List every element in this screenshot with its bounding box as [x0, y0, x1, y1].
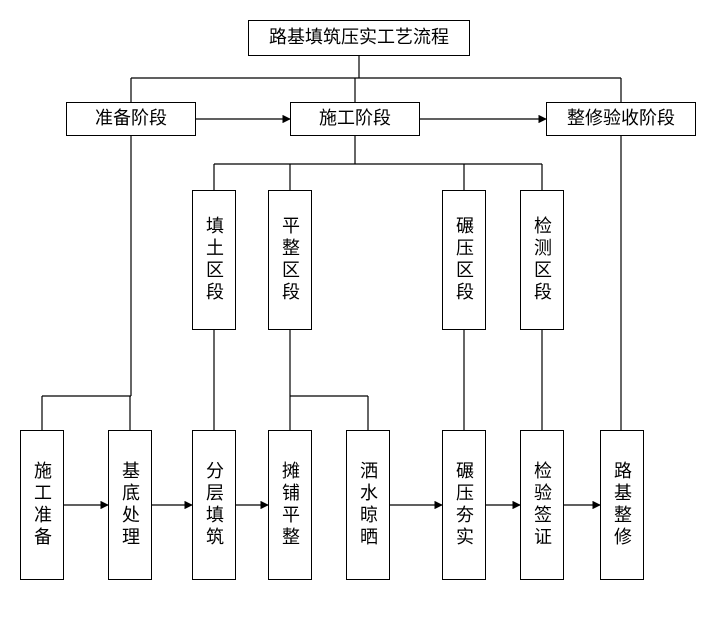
p3-node: 分层填筑: [192, 430, 236, 580]
p1-node: 施工准备: [20, 430, 64, 580]
p5-label: 洒水晾晒: [355, 461, 381, 549]
seg3-node: 碾压区段: [442, 190, 486, 330]
seg3-label: 碾压区段: [451, 216, 477, 304]
p4-node: 摊铺平整: [268, 430, 312, 580]
seg4-label: 检测区段: [529, 216, 555, 304]
p7-node: 检验签证: [520, 430, 564, 580]
p2-node: 基底处理: [108, 430, 152, 580]
stage2-label: 施工阶段: [319, 107, 391, 130]
p5-node: 洒水晾晒: [346, 430, 390, 580]
p6-label: 碾压夯实: [451, 461, 477, 549]
seg4-node: 检测区段: [520, 190, 564, 330]
seg1-node: 填土区段: [192, 190, 236, 330]
p6-node: 碾压夯实: [442, 430, 486, 580]
p1-label: 施工准备: [29, 461, 55, 549]
p3-label: 分层填筑: [201, 461, 227, 549]
stage1-node: 准备阶段: [66, 102, 196, 136]
root-label: 路基填筑压实工艺流程: [269, 26, 449, 49]
root-node: 路基填筑压实工艺流程: [248, 20, 470, 56]
p2-label: 基底处理: [117, 461, 143, 549]
p7-label: 检验签证: [529, 461, 555, 549]
p8-label: 路基整修: [609, 461, 635, 549]
stage2-node: 施工阶段: [290, 102, 420, 136]
stage1-label: 准备阶段: [95, 107, 167, 130]
stage3-label: 整修验收阶段: [567, 107, 675, 130]
seg1-label: 填土区段: [201, 216, 227, 304]
stage3-node: 整修验收阶段: [546, 102, 696, 136]
p8-node: 路基整修: [600, 430, 644, 580]
seg2-node: 平整区段: [268, 190, 312, 330]
p4-label: 摊铺平整: [277, 461, 303, 549]
seg2-label: 平整区段: [277, 216, 303, 304]
